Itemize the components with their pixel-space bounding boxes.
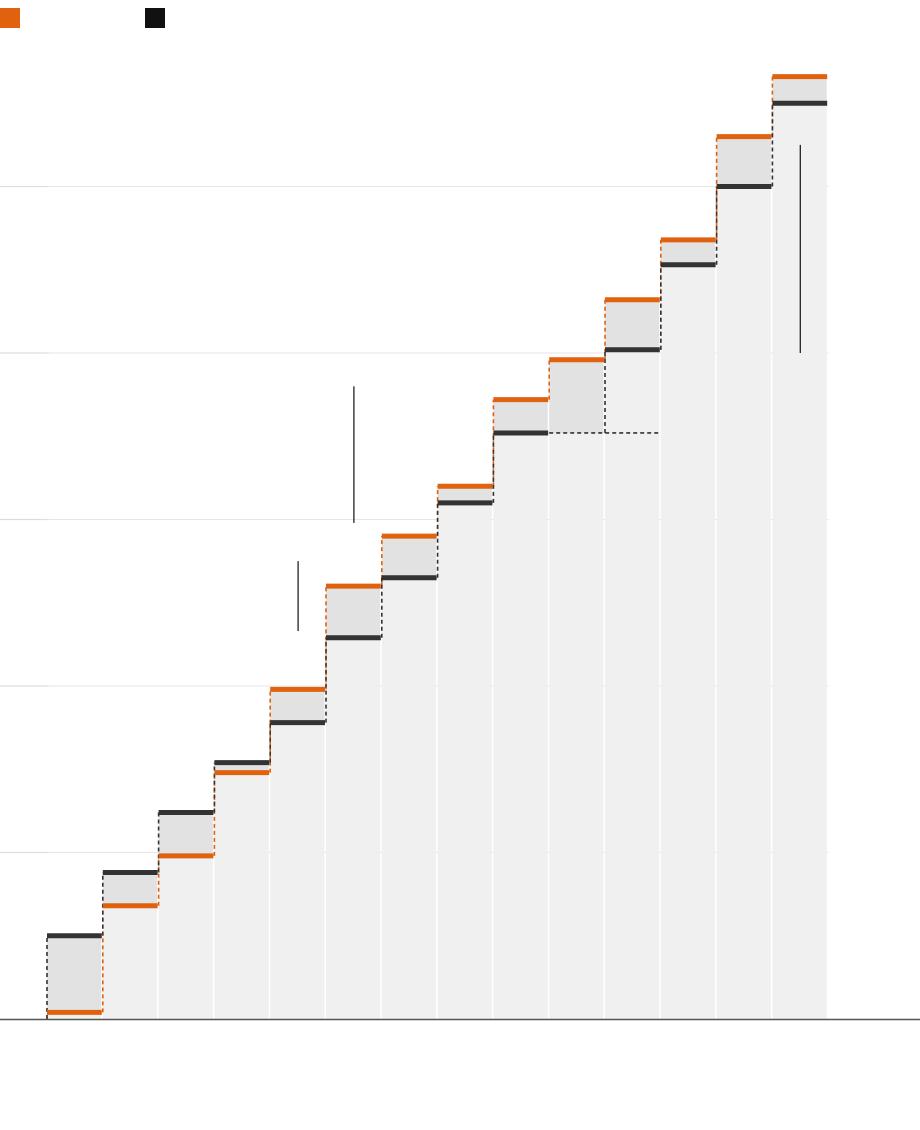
gap-fill-3	[158, 812, 213, 856]
column-14	[772, 103, 827, 1020]
column-3	[158, 855, 213, 1019]
gap-fill-14	[772, 76, 827, 104]
columns	[47, 103, 827, 1020]
gap-fill-11	[605, 299, 660, 350]
annotations	[297, 144, 801, 632]
gap-fill-7	[381, 536, 437, 578]
gap-fill-6	[326, 586, 381, 638]
gap-fill-12	[660, 239, 716, 265]
column-5	[270, 722, 325, 1019]
column-4	[214, 772, 269, 1019]
column-6	[326, 637, 381, 1019]
gap-fill-8	[437, 486, 492, 503]
legend-swatch-1	[0, 8, 20, 28]
gap-fill-13	[716, 136, 771, 187]
column-1	[47, 1012, 102, 1019]
column-11	[605, 349, 660, 1019]
gap-fill-4	[214, 762, 269, 773]
column-2	[102, 905, 158, 1019]
gap-fill-9	[493, 399, 548, 433]
gap-fill-2	[102, 872, 158, 906]
column-7	[381, 577, 437, 1019]
column-10	[549, 432, 604, 1019]
gap-fill-10	[549, 359, 604, 433]
legend	[0, 8, 165, 28]
column-13	[716, 186, 771, 1020]
column-12	[660, 264, 716, 1019]
step-bars	[47, 74, 828, 1015]
gap-fills	[47, 76, 827, 1013]
column-9	[493, 432, 548, 1019]
legend-swatch-2	[145, 8, 165, 28]
gap-fill-5	[270, 689, 325, 723]
column-8	[437, 502, 492, 1019]
gap-fill-1	[47, 935, 102, 1013]
